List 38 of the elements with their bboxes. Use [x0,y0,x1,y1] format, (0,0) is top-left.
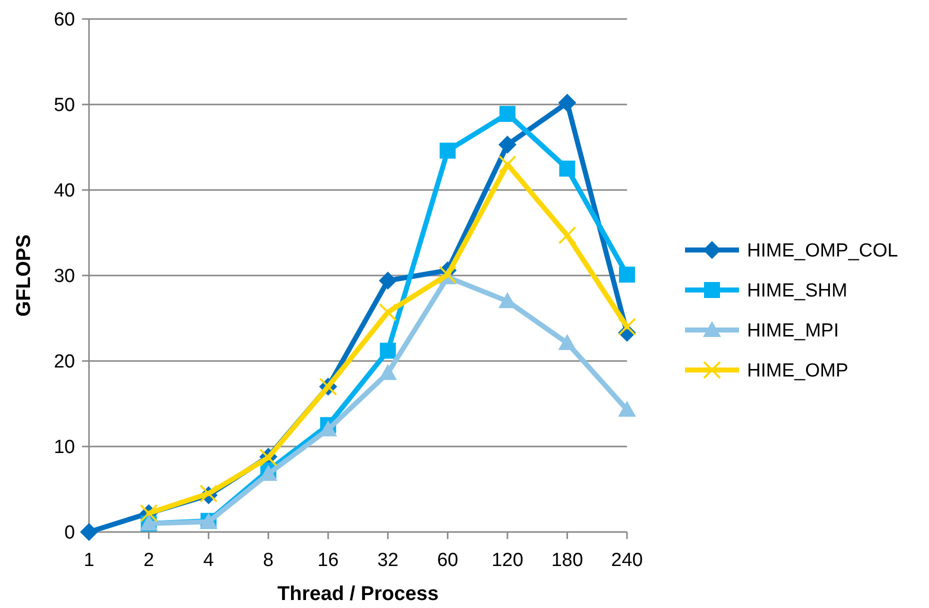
x-tick-label: 2 [143,550,154,571]
point [440,142,456,159]
point [499,106,516,122]
point [378,272,397,290]
x-tick-label: 240 [611,550,643,571]
point [378,303,397,322]
legend-label: HIME_SHM [747,280,848,302]
point [558,334,576,350]
point [559,160,576,177]
x-tick-label: 180 [551,550,584,571]
legend-label: HIME_OMP_COL [747,240,898,262]
point [618,400,636,417]
point [619,266,635,283]
x-tick-label: 32 [377,550,398,571]
x-tick-label: 4 [203,550,214,571]
point [558,226,576,244]
y-tick-label: 10 [54,437,75,458]
x-tick-label: 8 [263,550,274,571]
y-axis-title: GFLOPS [13,234,35,317]
x-tick-label: 16 [318,550,339,571]
point [80,523,98,541]
point [498,155,516,174]
y-tick-label: 20 [54,352,75,373]
y-tick-label: 0 [64,522,75,544]
point [498,136,516,154]
y-tick-label: 60 [54,10,75,31]
legend-label: HIME_MPI [747,320,839,342]
point [618,318,636,336]
x-tick-label: 120 [492,550,524,571]
y-tick-label: 50 [54,95,75,116]
x-tick-label: 60 [437,550,458,571]
y-tick-label: 40 [54,180,75,202]
x-tick-label: 1 [84,550,94,571]
point [558,94,576,112]
point [380,342,396,359]
y-tick-label: 30 [54,266,75,288]
x-axis-title: Thread / Process [277,583,439,605]
legend-label: HIME_OMP [747,360,848,382]
